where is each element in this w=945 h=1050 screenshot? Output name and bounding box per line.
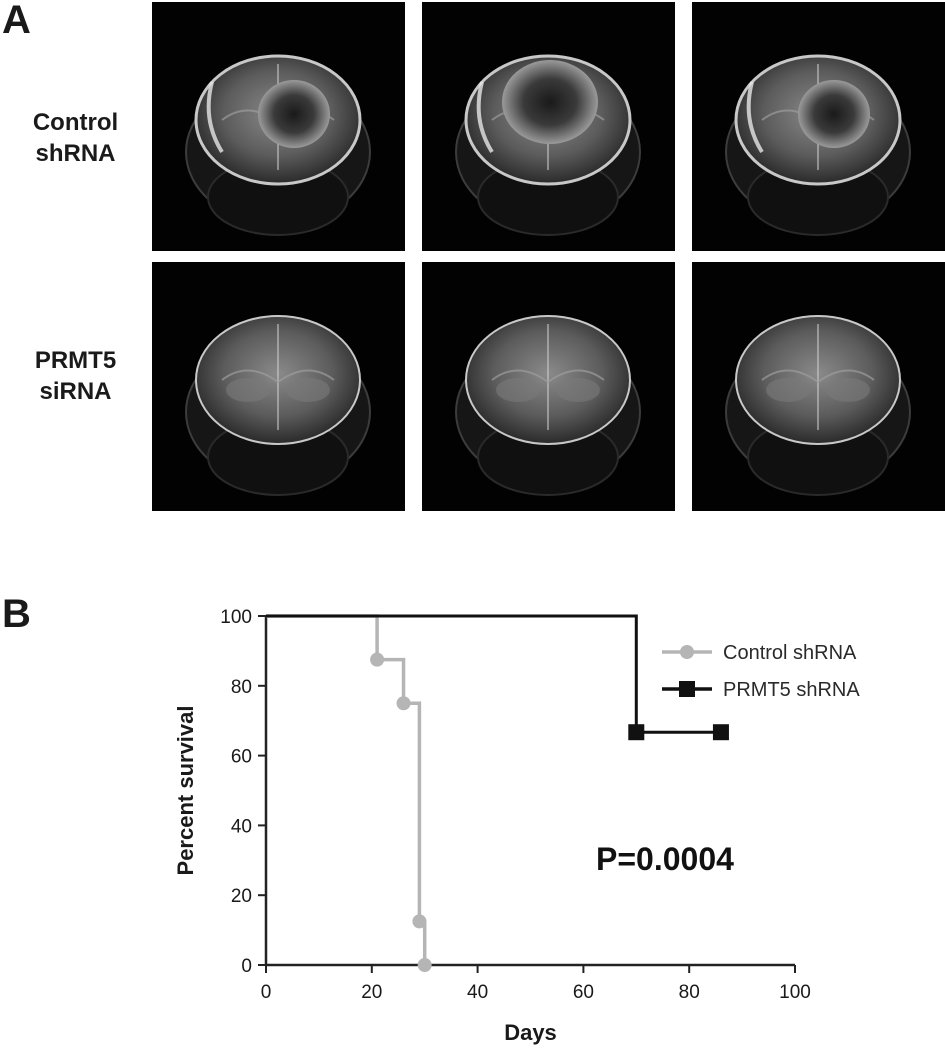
mri-slice-control bbox=[152, 2, 405, 251]
data-point bbox=[370, 652, 385, 667]
data-point bbox=[712, 724, 729, 741]
data-point bbox=[412, 914, 427, 929]
x-tick-label: 40 bbox=[467, 982, 488, 1003]
row-label-prmt5: PRMT5 siRNA bbox=[18, 345, 133, 407]
legend-marker bbox=[679, 681, 695, 697]
x-axis-title: Days bbox=[504, 1020, 557, 1045]
y-tick-label: 100 bbox=[220, 607, 252, 628]
mri-slice-prmt5 bbox=[152, 262, 405, 511]
y-tick-label: 60 bbox=[231, 747, 252, 768]
row-label-line: PRMT5 bbox=[34, 347, 117, 374]
x-tick-label: 60 bbox=[573, 982, 594, 1003]
mri-slice-control bbox=[692, 2, 945, 251]
mri-slice-prmt5 bbox=[692, 262, 945, 511]
y-tick-label: 0 bbox=[241, 956, 252, 977]
x-tick-label: 0 bbox=[261, 982, 272, 1003]
row-label-line: siRNA bbox=[39, 378, 112, 405]
x-tick-label: 20 bbox=[361, 982, 382, 1003]
series-line-0 bbox=[266, 614, 427, 965]
row-label-line: Control bbox=[32, 109, 119, 136]
x-tick-label: 100 bbox=[779, 982, 811, 1003]
p-value-label: P=0.0004 bbox=[596, 841, 734, 877]
row-label-line: shRNA bbox=[35, 140, 116, 167]
data-point bbox=[628, 724, 645, 741]
y-axis-title: Percent survival bbox=[173, 706, 198, 876]
panel-b-letter: B bbox=[2, 592, 31, 636]
data-point bbox=[417, 958, 432, 972]
series-line-1 bbox=[266, 614, 721, 734]
panel-a-letter: A bbox=[2, 0, 31, 42]
y-tick-label: 80 bbox=[231, 677, 252, 698]
legend-marker bbox=[680, 645, 694, 659]
y-tick-label: 40 bbox=[231, 816, 252, 837]
y-tick-label: 20 bbox=[231, 886, 252, 907]
row-label-control: Control shRNA bbox=[18, 107, 133, 169]
mri-slice-prmt5 bbox=[422, 262, 675, 511]
legend-label: Control shRNA bbox=[723, 642, 857, 664]
legend-label: PRMT5 shRNA bbox=[723, 679, 860, 701]
mri-slice-control bbox=[422, 2, 675, 251]
x-tick-label: 80 bbox=[679, 982, 700, 1003]
data-point bbox=[396, 696, 411, 711]
